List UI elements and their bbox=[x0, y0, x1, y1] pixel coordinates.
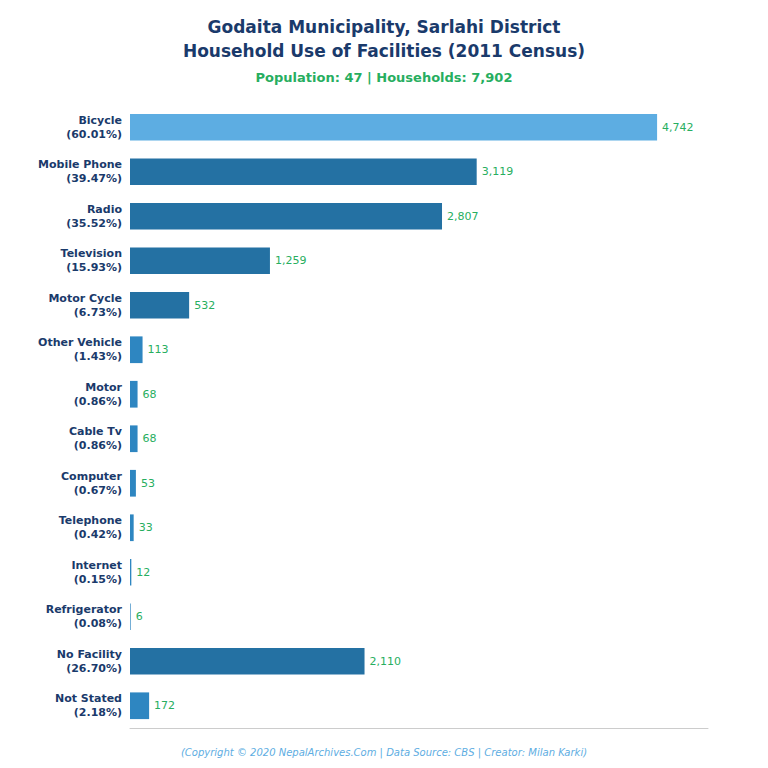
svg-text:172: 172 bbox=[154, 699, 175, 712]
svg-text:68: 68 bbox=[143, 388, 157, 401]
svg-text:Cable Tv: Cable Tv bbox=[69, 425, 123, 438]
svg-text:68: 68 bbox=[143, 432, 157, 445]
svg-text:2,110: 2,110 bbox=[370, 655, 402, 668]
svg-text:Not Stated: Not Stated bbox=[55, 692, 122, 705]
svg-text:53: 53 bbox=[141, 477, 155, 490]
svg-text:(39.47%): (39.47%) bbox=[66, 172, 122, 185]
svg-text:(60.01%): (60.01%) bbox=[66, 128, 122, 141]
svg-text:Motor: Motor bbox=[85, 381, 122, 394]
svg-text:12: 12 bbox=[136, 566, 150, 579]
svg-text:Motor Cycle: Motor Cycle bbox=[48, 292, 122, 305]
svg-text:(1.43%): (1.43%) bbox=[74, 350, 122, 363]
svg-text:(0.08%): (0.08%) bbox=[74, 617, 122, 630]
svg-text:2,807: 2,807 bbox=[447, 210, 479, 223]
svg-text:(6.73%): (6.73%) bbox=[74, 306, 122, 319]
svg-text:113: 113 bbox=[148, 343, 169, 356]
svg-text:(0.86%): (0.86%) bbox=[74, 395, 122, 408]
svg-text:(35.52%): (35.52%) bbox=[66, 217, 122, 230]
svg-text:Bicycle: Bicycle bbox=[78, 114, 122, 127]
svg-text:Telephone: Telephone bbox=[59, 514, 122, 527]
svg-text:33: 33 bbox=[139, 521, 153, 534]
svg-text:(2.18%): (2.18%) bbox=[74, 706, 122, 719]
svg-text:3,119: 3,119 bbox=[482, 165, 514, 178]
svg-text:Computer: Computer bbox=[61, 470, 123, 483]
svg-text:Radio: Radio bbox=[87, 203, 123, 216]
svg-text:Refrigerator: Refrigerator bbox=[46, 603, 123, 616]
svg-text:4,742: 4,742 bbox=[662, 121, 694, 134]
svg-text:532: 532 bbox=[194, 299, 215, 312]
svg-text:Population: 47 | Households: 7: Population: 47 | Households: 7,902 bbox=[256, 70, 513, 85]
svg-text:Household Use of Facilities (2: Household Use of Facilities (2011 Census… bbox=[183, 41, 585, 61]
svg-text:1,259: 1,259 bbox=[275, 254, 307, 267]
svg-text:(15.93%): (15.93%) bbox=[66, 261, 122, 274]
svg-text:(Copyright © 2020 NepalArchive: (Copyright © 2020 NepalArchives.Com | Da… bbox=[181, 747, 587, 759]
svg-text:6: 6 bbox=[136, 610, 143, 623]
svg-text:(0.15%): (0.15%) bbox=[74, 573, 122, 586]
svg-text:Godaita Municipality, Sarlahi: Godaita Municipality, Sarlahi District bbox=[208, 17, 561, 37]
svg-text:Television: Television bbox=[61, 247, 122, 260]
svg-text:(0.86%): (0.86%) bbox=[74, 439, 122, 452]
svg-text:Mobile Phone: Mobile Phone bbox=[38, 158, 122, 171]
svg-text:(26.70%): (26.70%) bbox=[66, 662, 122, 675]
svg-text:Other Vehicle: Other Vehicle bbox=[38, 336, 122, 349]
svg-text:Internet: Internet bbox=[71, 559, 122, 572]
svg-text:(0.42%): (0.42%) bbox=[74, 528, 122, 541]
svg-text:No Facility: No Facility bbox=[57, 648, 122, 661]
svg-text:(0.67%): (0.67%) bbox=[74, 484, 122, 497]
